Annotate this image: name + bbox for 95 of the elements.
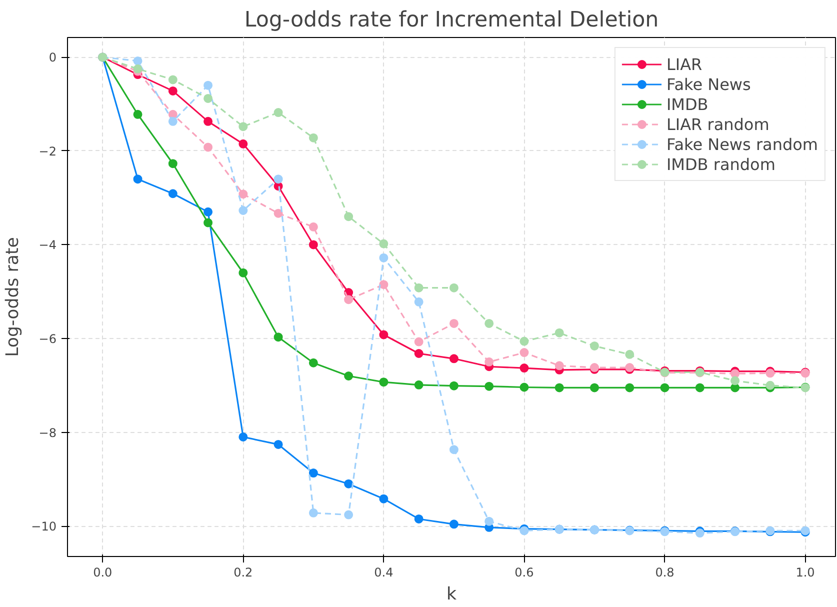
legend-label: LIAR random xyxy=(666,114,770,134)
point xyxy=(590,342,599,350)
point xyxy=(344,295,354,304)
point xyxy=(379,494,388,504)
point xyxy=(449,381,458,390)
point xyxy=(520,382,529,392)
point xyxy=(344,510,354,520)
point xyxy=(238,206,248,215)
x-tick-label: 1.0 xyxy=(796,566,815,580)
point xyxy=(308,222,318,232)
point xyxy=(625,350,634,359)
point xyxy=(308,358,318,368)
legend-label: IMDB random xyxy=(666,154,776,174)
point xyxy=(204,116,213,126)
point xyxy=(414,514,424,524)
point xyxy=(204,142,213,152)
point xyxy=(204,94,213,103)
point xyxy=(274,108,283,118)
point xyxy=(484,382,494,391)
point xyxy=(590,383,599,392)
point xyxy=(554,361,564,370)
point xyxy=(449,318,458,328)
point xyxy=(449,520,458,529)
point xyxy=(168,116,178,126)
point xyxy=(238,432,248,442)
point xyxy=(238,122,248,132)
point xyxy=(204,80,213,90)
point xyxy=(379,280,388,290)
y-axis-title: Log-odds rate xyxy=(3,237,24,357)
point xyxy=(449,354,458,364)
x-tick-label: 0.0 xyxy=(93,566,112,580)
point xyxy=(660,383,670,392)
point xyxy=(238,268,248,278)
legend-label: Fake News xyxy=(666,74,751,94)
y-tick-label: −4 xyxy=(38,238,57,252)
y-tick-label: 0 xyxy=(48,50,57,65)
point xyxy=(520,336,529,346)
point xyxy=(484,318,494,328)
point xyxy=(308,133,318,142)
point xyxy=(308,508,318,518)
point xyxy=(520,348,529,358)
point xyxy=(344,212,354,222)
point xyxy=(414,337,424,346)
point xyxy=(168,189,178,198)
chart-title: Log-odds rate for Incremental Deletion xyxy=(244,8,659,32)
point xyxy=(344,372,354,380)
point xyxy=(204,218,213,228)
point xyxy=(730,376,740,386)
x-tick-label: 0.4 xyxy=(374,566,394,580)
point xyxy=(449,445,458,454)
legend-label: LIAR xyxy=(666,54,702,74)
x-tick-label: 0.6 xyxy=(514,566,534,580)
point xyxy=(414,349,424,358)
legend-label: IMDB xyxy=(666,94,708,114)
point xyxy=(379,378,388,387)
point xyxy=(308,468,318,478)
point xyxy=(449,283,458,292)
point xyxy=(414,380,424,390)
point xyxy=(766,380,775,390)
point xyxy=(133,64,142,74)
point xyxy=(554,383,564,392)
point xyxy=(414,297,424,306)
point xyxy=(274,208,283,218)
point xyxy=(554,328,564,338)
point xyxy=(414,283,424,292)
point xyxy=(520,364,529,373)
point xyxy=(274,332,283,342)
y-tick-label: −8 xyxy=(38,426,57,440)
point xyxy=(168,159,178,168)
point xyxy=(133,174,142,184)
point xyxy=(379,239,388,248)
x-axis-title: k xyxy=(446,584,457,604)
legend-label: Fake News random xyxy=(666,134,818,154)
point xyxy=(484,516,494,526)
point xyxy=(274,174,283,184)
y-tick-label: −10 xyxy=(31,520,57,534)
y-tick-label: −2 xyxy=(38,144,57,158)
point xyxy=(484,357,494,366)
point xyxy=(695,383,704,392)
point xyxy=(168,75,178,84)
x-tick-label: 0.8 xyxy=(655,566,674,580)
point xyxy=(133,110,142,119)
x-tick-label: 0.2 xyxy=(234,566,253,580)
point xyxy=(133,56,142,66)
point xyxy=(344,479,354,488)
point xyxy=(379,330,388,340)
point xyxy=(204,207,213,216)
point xyxy=(308,240,318,250)
point xyxy=(379,253,388,262)
y-tick-label: −6 xyxy=(38,332,57,346)
point xyxy=(274,440,283,449)
point xyxy=(168,86,178,96)
point xyxy=(625,383,634,392)
point xyxy=(238,190,248,199)
point xyxy=(238,139,248,148)
